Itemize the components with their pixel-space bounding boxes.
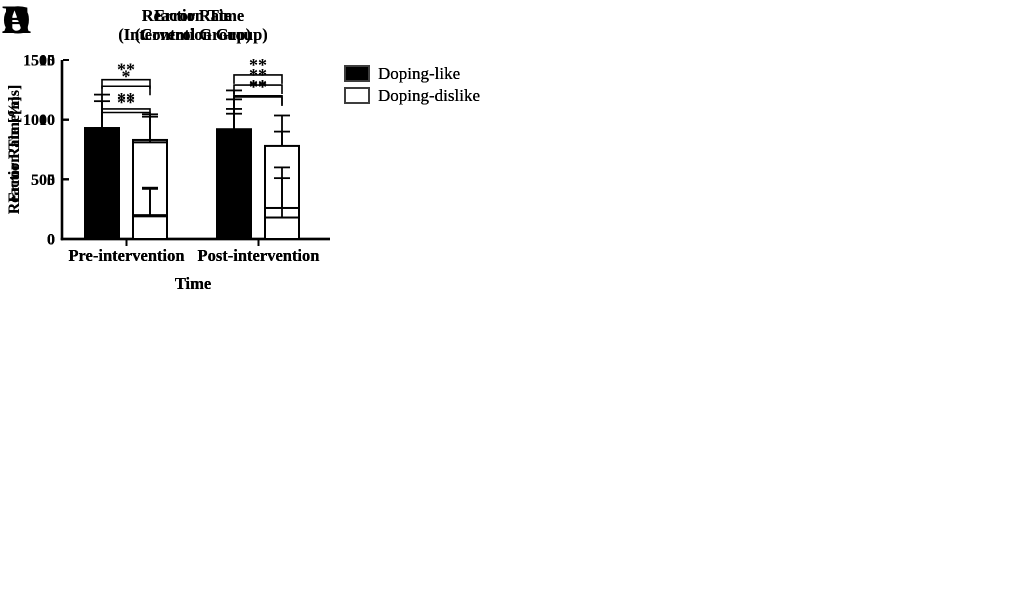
chart-title-line1: Reaction Time <box>142 6 245 25</box>
y-tick-label-15: 15 <box>39 53 55 70</box>
y-tick-label-0: 0 <box>47 232 55 249</box>
y-tick-label-0: 0 <box>47 232 55 249</box>
y-tick-label-10: 10 <box>39 112 55 129</box>
x-axis-label: Time <box>175 274 211 293</box>
legend-label-doping-dislike: Doping-dislike <box>378 86 480 105</box>
legend-label-doping-dislike: Doping-dislike <box>378 86 480 105</box>
x-axis-label: Time <box>175 274 211 293</box>
bar-doping-like-pre-intervention <box>84 185 120 240</box>
y-tick-label-1000: 1000 <box>23 112 55 129</box>
chart-title-line2: (Intervention Group) <box>118 25 268 44</box>
panel-letter: A <box>2 0 31 42</box>
x-category-label-post-intervention: Post-intervention <box>198 246 320 265</box>
chart-title-line1: Error Rate <box>154 6 232 25</box>
y-axis-label: Reaction Time[ms] <box>6 85 23 215</box>
y-tick-label-1500: 1500 <box>23 53 55 70</box>
panel-d-chart-svg: D Error Rate(Control Group) 0 5 10 15 Error Ra… <box>2 0 480 293</box>
y-tick-label-1000: 1000 <box>23 112 55 129</box>
sig-label-pre-intervention: * <box>122 66 131 86</box>
bar-doping-like-post-intervention <box>216 186 252 240</box>
panel-d-error-rate-control: D Error Rate (Control Group) 0 5 10 15 Error Ra… <box>0 0 495 310</box>
sig-bracket-pre-intervention <box>101 85 151 96</box>
y-axis-label: Error Rate [%] <box>6 96 23 202</box>
chart-title-line2: (Control Group) <box>135 25 251 44</box>
y-tick-label-5: 5 <box>47 172 55 189</box>
x-category-label-post-intervention: Post-intervention <box>198 246 320 265</box>
sig-bracket-post-intervention <box>233 96 283 106</box>
legend-swatch-doping-like <box>344 65 370 82</box>
sig-label-pre-intervention: ** <box>117 93 135 113</box>
y-tick-label-15: 15 <box>39 53 55 70</box>
y-tick-label-500: 500 <box>31 172 55 189</box>
legend-label-doping-like: Doping-like <box>378 64 460 83</box>
sig-bracket-pre-intervention <box>101 78 151 89</box>
panel-letter: C <box>2 0 31 42</box>
sig-bracket-post-intervention <box>233 84 283 95</box>
panel-letter: D <box>2 0 31 42</box>
y-tick-label-0: 0 <box>47 232 55 249</box>
y-axis-label: Error Rate [%] <box>6 96 23 202</box>
y-tick-label-5: 5 <box>47 172 55 189</box>
y-tick-label-0: 0 <box>47 232 55 249</box>
sig-bracket-post-intervention <box>233 74 283 84</box>
bar-doping-dislike-pre-intervention <box>132 215 168 240</box>
panel-letter: B <box>2 0 29 42</box>
legend-label-doping-like: Doping-like <box>378 64 460 83</box>
chart-title-line1: Error Rate <box>154 6 232 25</box>
chart-title-line2: (Intervention Group) <box>118 25 268 44</box>
sig-label-post-intervention: ** <box>249 65 267 85</box>
legend-label-doping-dislike: Doping-dislike <box>378 86 480 105</box>
sig-bracket-pre-intervention <box>101 108 151 118</box>
legend-label-doping-dislike: Doping-dislike <box>378 86 480 105</box>
x-category-label-pre-intervention: Pre-intervention <box>68 246 184 265</box>
x-category-label-post-intervention: Post-intervention <box>198 246 320 265</box>
sig-label-pre-intervention: ** <box>117 60 135 80</box>
x-category-label-post-intervention: Post-intervention <box>198 246 320 265</box>
sig-label-pre-intervention: ** <box>117 89 135 109</box>
x-category-label-pre-intervention: Pre-intervention <box>68 246 184 265</box>
y-tick-label-1500: 1500 <box>23 53 55 70</box>
y-tick-label-10: 10 <box>39 112 55 129</box>
bar-doping-dislike-post-intervention <box>264 216 300 241</box>
x-axis-label: Time <box>175 274 211 293</box>
legend-label-doping-like: Doping-like <box>378 64 460 83</box>
legend-swatch-doping-dislike <box>344 87 370 104</box>
x-category-label-pre-intervention: Pre-intervention <box>68 246 184 265</box>
chart-title-line2: (Control Group) <box>135 25 251 44</box>
y-tick-label-500: 500 <box>31 172 55 189</box>
y-axis-label: Reaction Time[ms] <box>6 85 23 215</box>
x-axis-label: Time <box>175 274 211 293</box>
chart-title-line1: Reaction Time <box>142 6 245 25</box>
legend-label-doping-like: Doping-like <box>378 64 460 83</box>
x-category-label-pre-intervention: Pre-intervention <box>68 246 184 265</box>
sig-label-post-intervention: ** <box>249 77 267 97</box>
sig-label-post-intervention: ** <box>249 55 267 75</box>
